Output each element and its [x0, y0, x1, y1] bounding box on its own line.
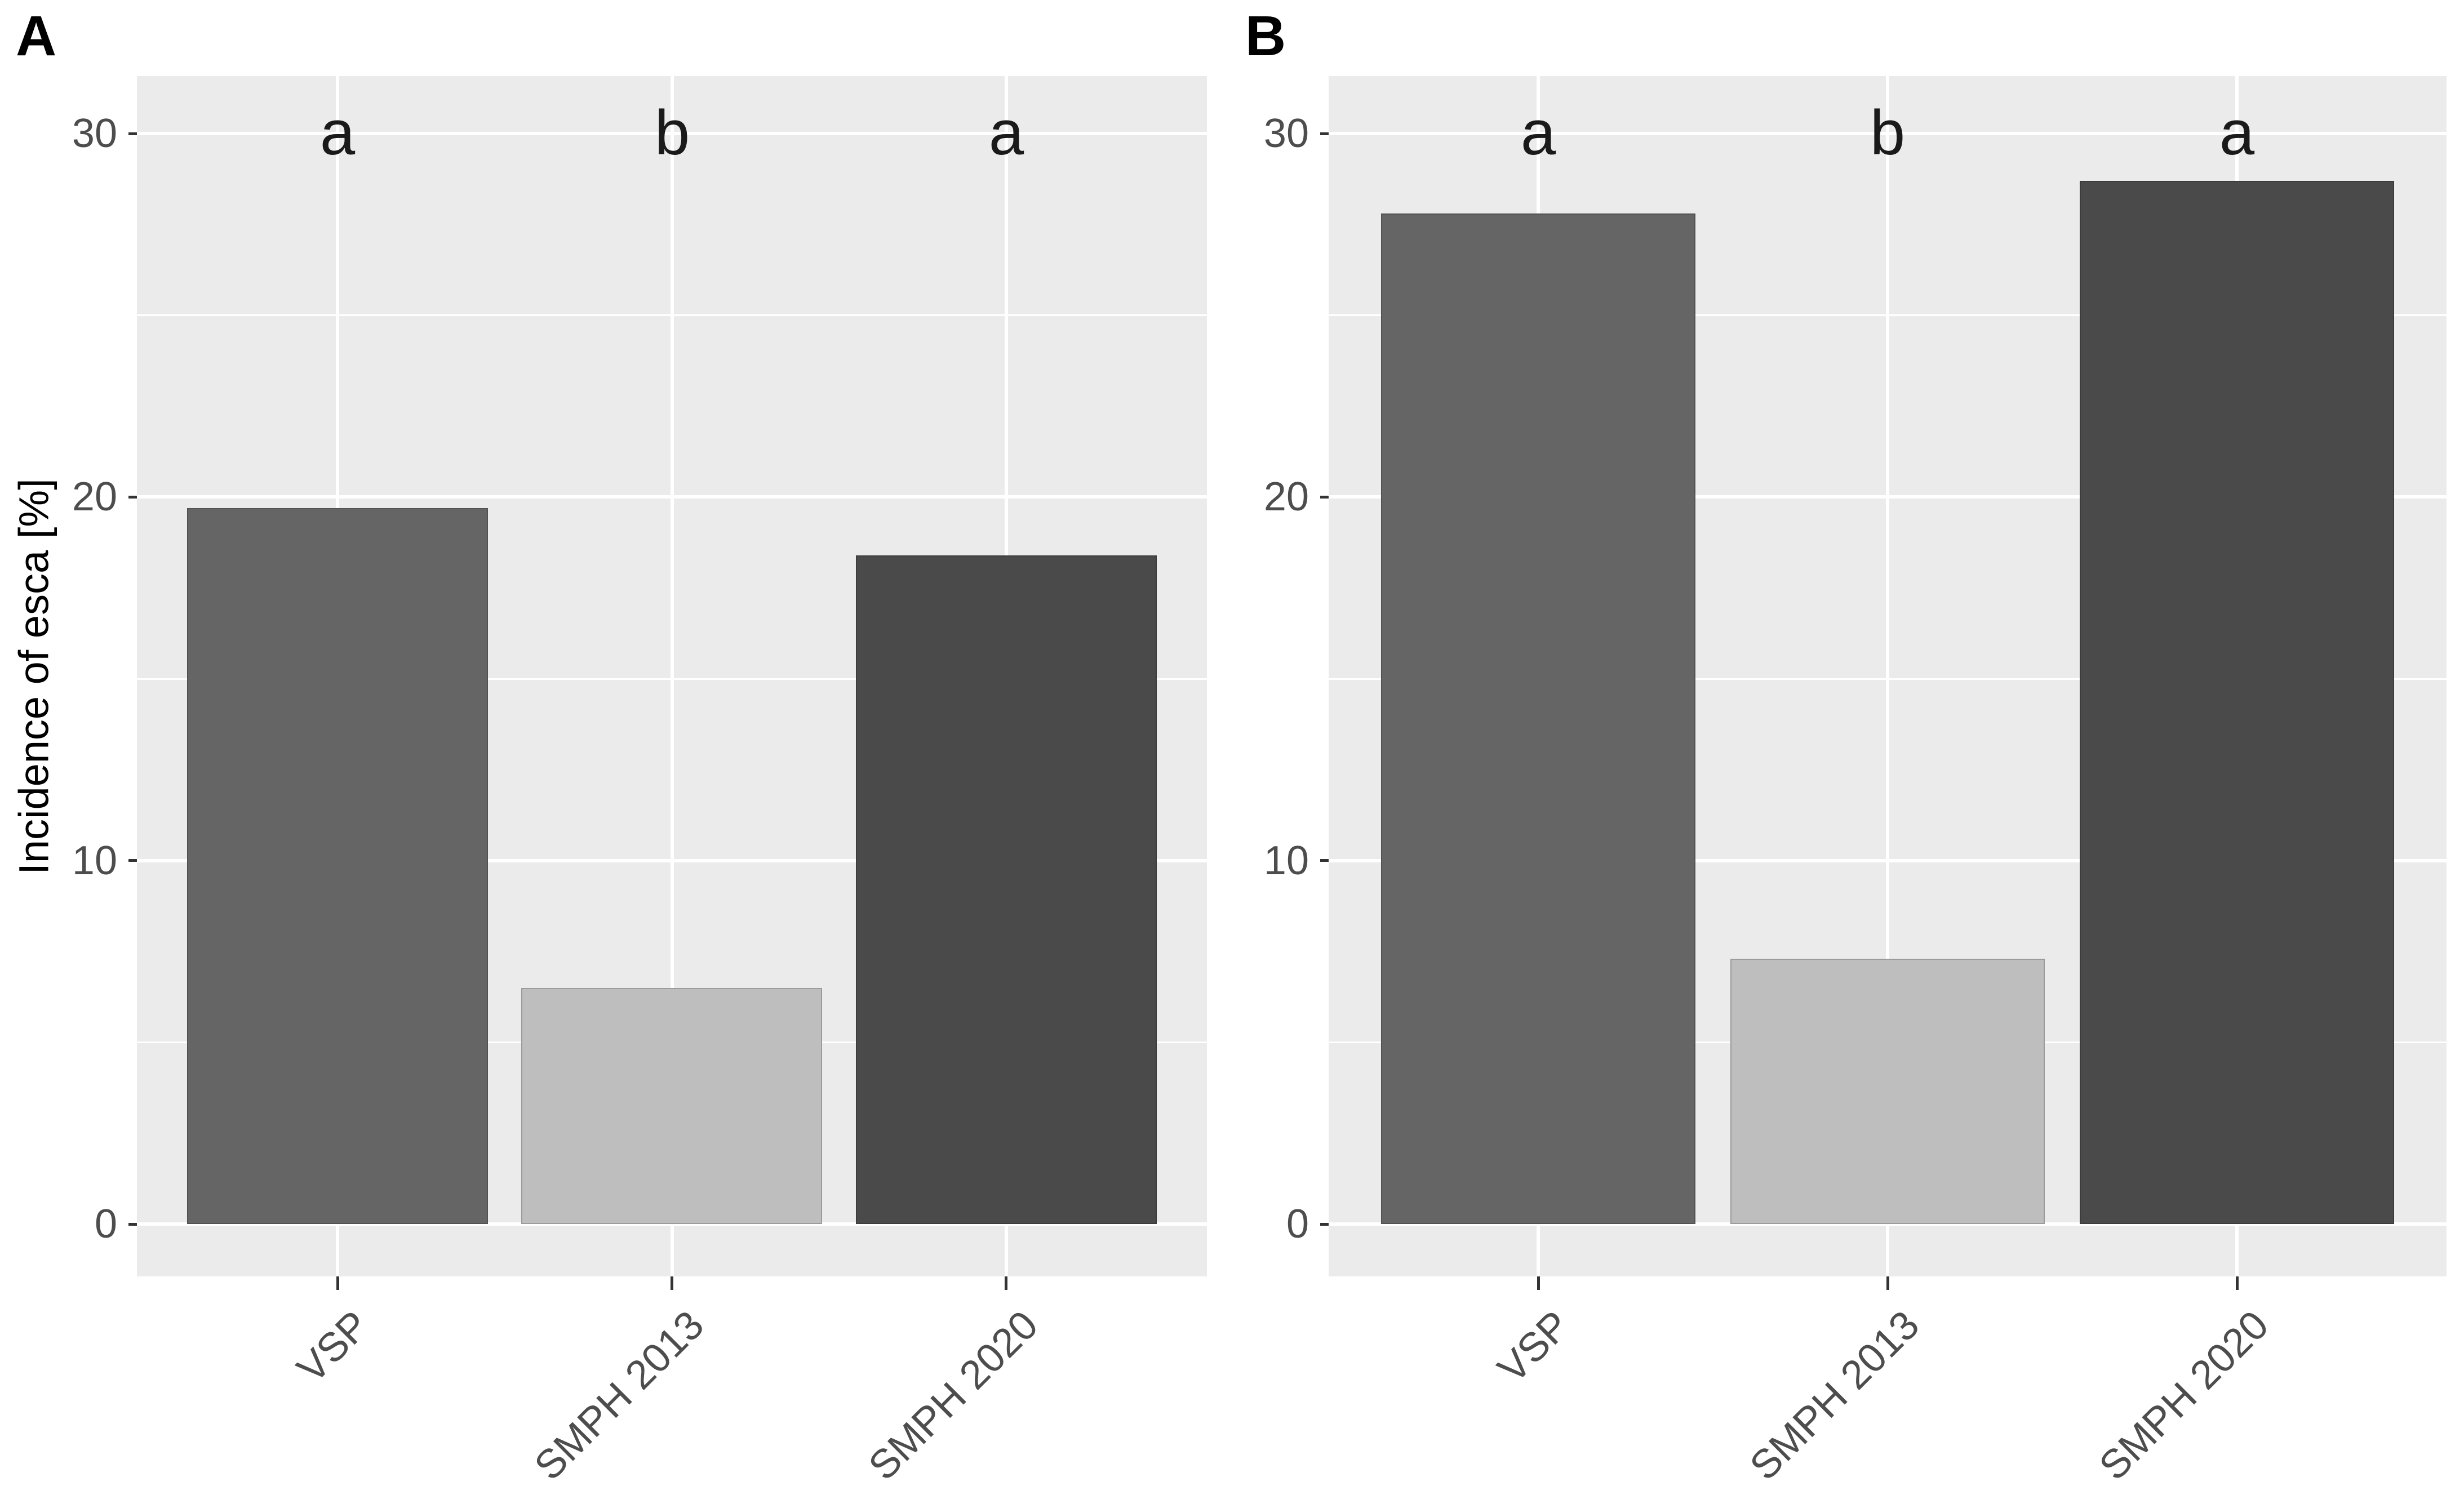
- y-tick-mark-b-20: [1320, 496, 1329, 499]
- x-tick-mark-a-smph-2013: [671, 1276, 673, 1290]
- bar-smph-2020: [856, 555, 1157, 1224]
- y-tick-mark-b-10: [1320, 859, 1329, 862]
- bar-smph-2013: [521, 988, 822, 1224]
- x-tick-mark-b-smph-2013: [1886, 1276, 1889, 1290]
- bar-smph-2020: [2080, 181, 2394, 1224]
- y-tick-mark-a-30: [128, 132, 137, 135]
- x-tick-label-b-smph-2020: SMPH 2020: [2090, 1302, 2277, 1489]
- bar-smph-2013: [1730, 959, 2045, 1224]
- y-tick-label-b-30: 30: [1263, 111, 1309, 156]
- y-tick-label-a-10: 10: [72, 838, 117, 883]
- y-axis-title: Incidence of esca [%]: [10, 478, 57, 875]
- y-tick-label-a-30: 30: [72, 111, 117, 156]
- x-tick-label-b-vsp: VSP: [1489, 1302, 1579, 1392]
- y-tick-mark-a-10: [128, 859, 137, 862]
- significance-letter-a-smph-2013: b: [654, 97, 690, 168]
- significance-letter-b-smph-2020: a: [2219, 97, 2255, 168]
- significance-letter-a-smph-2020: a: [988, 97, 1024, 168]
- y-tick-label-b-0: 0: [1286, 1202, 1309, 1247]
- bar-vsp: [1381, 213, 1695, 1224]
- y-tick-mark-a-20: [128, 496, 137, 499]
- x-tick-label-b-smph-2013: SMPH 2013: [1741, 1302, 1928, 1489]
- x-tick-mark-b-smph-2020: [2236, 1276, 2239, 1290]
- y-tick-mark-b-30: [1320, 132, 1329, 135]
- y-tick-label-b-10: 10: [1263, 838, 1309, 883]
- x-tick-mark-a-vsp: [336, 1276, 339, 1290]
- x-tick-label-a-vsp: VSP: [288, 1302, 378, 1392]
- y-tick-mark-a-0: [128, 1223, 137, 1226]
- gridline-vertical-smph-2013: [1886, 76, 1889, 1276]
- panel-a-label: A: [16, 5, 57, 68]
- panel-b-label: B: [1245, 5, 1286, 68]
- x-tick-label-a-smph-2020: SMPH 2020: [860, 1302, 1047, 1489]
- x-tick-mark-b-vsp: [1537, 1276, 1540, 1290]
- x-tick-mark-a-smph-2020: [1005, 1276, 1007, 1290]
- significance-letter-b-smph-2013: b: [1870, 97, 1906, 168]
- bar-vsp: [187, 508, 488, 1224]
- y-tick-mark-b-0: [1320, 1223, 1329, 1226]
- significance-letter-b-vsp: a: [1520, 97, 1556, 168]
- y-tick-label-a-0: 0: [94, 1202, 117, 1247]
- x-tick-label-a-smph-2013: SMPH 2013: [526, 1302, 713, 1489]
- y-tick-label-b-20: 20: [1263, 474, 1309, 519]
- panel-a: [137, 76, 1207, 1276]
- y-tick-label-a-20: 20: [72, 474, 117, 519]
- gridline-vertical-smph-2013: [671, 76, 674, 1276]
- panel-b: [1329, 76, 2447, 1276]
- significance-letter-a-vsp: a: [319, 97, 356, 168]
